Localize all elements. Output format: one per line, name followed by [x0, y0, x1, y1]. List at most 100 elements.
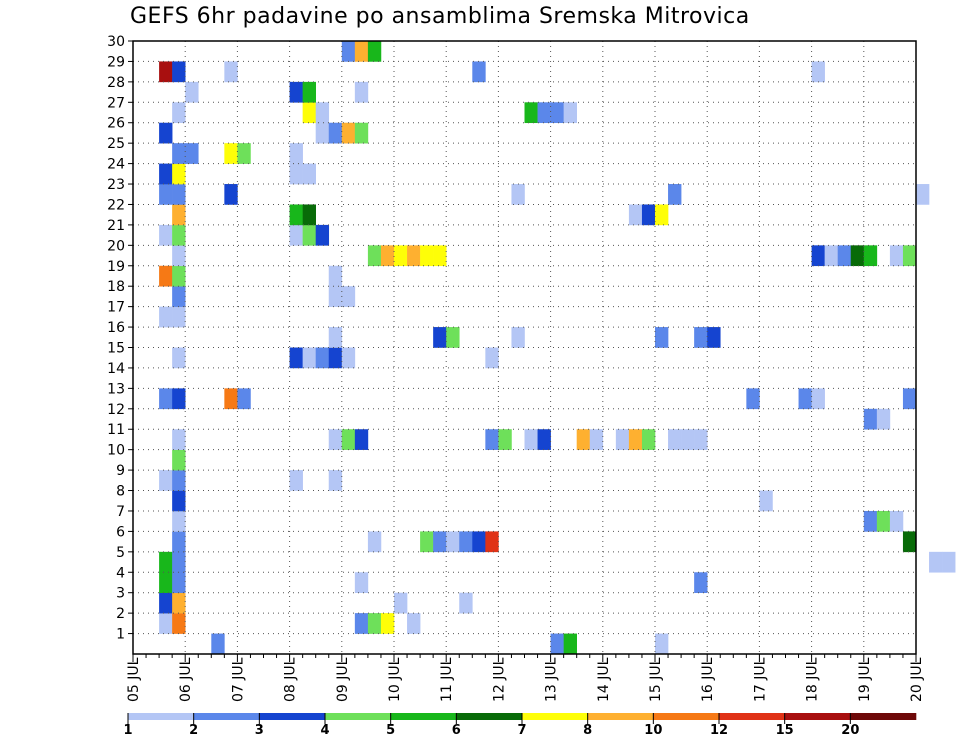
heatmap-cell [367, 245, 382, 267]
heatmap-cell [159, 592, 173, 614]
heatmap-cell [211, 633, 225, 655]
heatmap-cell [354, 613, 369, 634]
legend-label: 12 [710, 723, 728, 738]
heatmap-cell [341, 286, 356, 307]
y-tick-label: 15 [107, 341, 125, 357]
heatmap-cell [759, 490, 773, 512]
heatmap-cell [615, 429, 630, 450]
legend-swatch [259, 713, 326, 720]
heatmap-cell [511, 327, 525, 348]
heatmap-cell [172, 224, 186, 246]
legend-label: 5 [386, 723, 395, 738]
heatmap-cell [863, 510, 878, 532]
heatmap-cell [328, 286, 343, 307]
heatmap-cell [694, 327, 708, 348]
heatmap-cell [433, 245, 447, 267]
heatmap-cell [746, 388, 760, 410]
legend-swatch [522, 713, 588, 720]
heatmap-cell [707, 327, 721, 348]
heatmap-cell [172, 470, 186, 491]
heatmap-cell [172, 347, 186, 369]
heatmap-cell [563, 102, 577, 124]
y-tick-label: 16 [107, 320, 125, 336]
heatmap-cell [289, 143, 303, 164]
heatmap-cell [185, 143, 199, 164]
heatmap-cell [811, 245, 825, 267]
heatmap-cell [407, 245, 421, 267]
heatmap-cell [289, 81, 303, 103]
y-tick-label: 30 [107, 34, 125, 50]
heatmap-cell [172, 102, 186, 124]
heatmap-cell [668, 429, 682, 450]
heatmap-cell [641, 204, 656, 226]
heatmap-cell [628, 429, 643, 450]
heatmap-cell [694, 429, 708, 450]
legend-label: 15 [776, 723, 794, 738]
heatmap-cell [315, 102, 330, 124]
legend-swatch [587, 713, 654, 720]
x-tick-label: 17 JUL [752, 657, 768, 702]
heatmap-cell [889, 245, 904, 267]
heatmap-cell [824, 245, 838, 267]
heatmap-cell [159, 613, 173, 634]
heatmap-cell [159, 388, 173, 410]
y-tick-label: 1 [116, 627, 125, 643]
heatmap-cell [302, 102, 316, 124]
x-tick-label: 06 JUL [178, 657, 194, 702]
heatmap-cell [172, 388, 186, 410]
x-tick-label: 13 JUL [544, 657, 560, 702]
y-tick-label: 22 [107, 197, 125, 213]
heatmap-cell [328, 470, 343, 491]
heatmap-cell [172, 265, 186, 287]
heatmap-cell [159, 224, 173, 246]
heatmap-cell [694, 572, 708, 593]
heatmap-cell [159, 551, 173, 573]
legend-swatch [128, 713, 194, 720]
legend-label: 7 [517, 723, 526, 738]
heatmap-cell [876, 408, 891, 430]
heatmap-cell [394, 245, 408, 267]
heatmap-cell [433, 327, 447, 348]
heatmap-cell [172, 429, 186, 450]
heatmap-cell [902, 388, 917, 410]
heatmap-cell [485, 347, 499, 369]
heatmap-cell [159, 122, 173, 144]
y-tick-label: 12 [107, 402, 125, 418]
x-tick-label: 19 JUL [857, 657, 873, 702]
heatmap-cell [289, 204, 303, 226]
x-tick-label: 09 JUL [335, 657, 351, 702]
x-tick-label: 11 JUL [439, 657, 455, 702]
heatmap-cell [433, 531, 447, 553]
heatmap-cell [172, 286, 186, 307]
heatmap-cell [420, 245, 434, 267]
heatmap-cell [315, 347, 330, 369]
y-tick-label: 21 [107, 218, 125, 234]
x-tick-label: 20 JUL [909, 657, 925, 702]
legend-swatch [390, 713, 457, 720]
heatmap-cell [498, 429, 512, 450]
heatmap-cell [159, 184, 173, 205]
x-tick-label: 15 JUL [648, 657, 664, 702]
heatmap-cell [459, 531, 473, 553]
heatmap-cell [341, 41, 356, 62]
heatmap-cell [289, 224, 303, 246]
heatmap-cell [916, 184, 930, 205]
heatmap-cell [524, 429, 538, 450]
heatmap-cells [159, 41, 956, 655]
heatmap-cell [863, 245, 878, 267]
heatmap-cell [224, 61, 238, 83]
x-tick-label: 08 JUL [283, 657, 299, 702]
heatmap-cell [172, 572, 186, 593]
heatmap-cell [446, 531, 460, 553]
heatmap-cell [485, 429, 499, 450]
y-tick-label: 17 [107, 300, 125, 316]
heatmap-cell [446, 327, 460, 348]
heatmap-cell [302, 81, 316, 103]
x-tick-label: 10 JUL [387, 657, 403, 702]
heatmap-cell [563, 633, 577, 655]
y-tick-label: 7 [116, 504, 125, 520]
heatmap-cell [811, 388, 825, 410]
heatmap-cell [837, 245, 852, 267]
heatmap-cell [159, 470, 173, 491]
y-axis: 1234567891011121314151617181920212223242… [107, 34, 133, 643]
